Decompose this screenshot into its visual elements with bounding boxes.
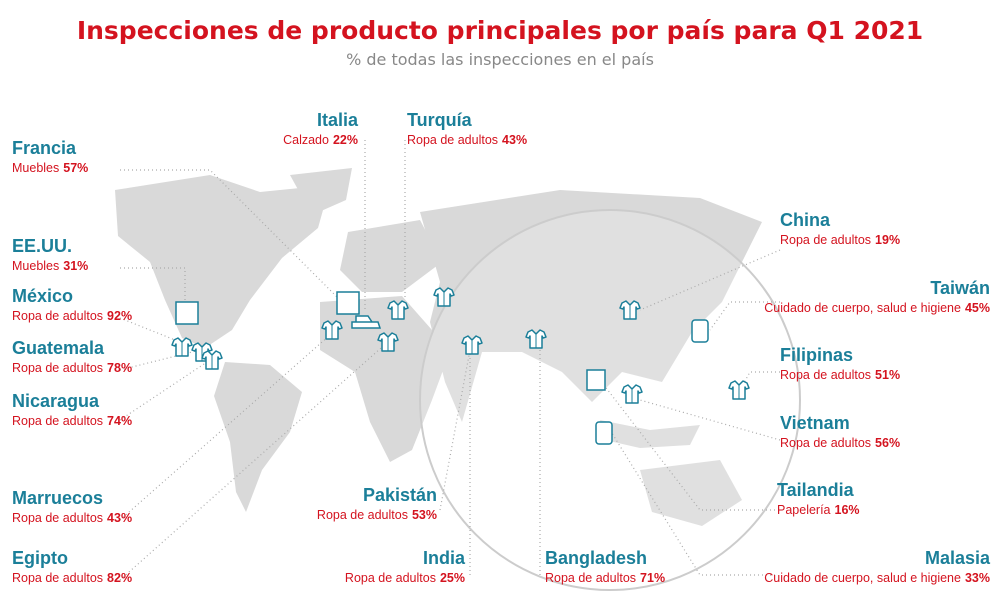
country-name: Guatemala <box>12 338 105 358</box>
percentage: 31% <box>63 259 89 273</box>
product-category: Ropa de adultos <box>12 571 104 585</box>
inspection-line: Ropa de adultos 43% <box>12 511 132 525</box>
inspection-line: Cuidado de cuerpo, salud e higiene 33% <box>764 571 990 585</box>
country-name: Francia <box>12 138 77 158</box>
country-name: Italia <box>316 110 358 130</box>
percentage: 16% <box>834 503 860 517</box>
percentage: 19% <box>875 233 901 247</box>
country-name: Malasia <box>924 548 990 568</box>
inspection-line: Ropa de adultos 74% <box>12 414 132 428</box>
inspection-line: Papelería 16% <box>777 503 860 517</box>
inspection-line: Ropa de adultos 82% <box>12 571 132 585</box>
inspection-line: Ropa de adultos 71% <box>545 571 665 585</box>
inspection-line: Ropa de adultos 92% <box>12 309 132 323</box>
percentage: 56% <box>875 436 901 450</box>
country-label: China Ropa de adultos 19% <box>780 210 900 247</box>
country-name: Bangladesh <box>545 548 648 568</box>
product-category: Ropa de adultos <box>12 414 104 428</box>
percentage: 78% <box>107 361 133 375</box>
inspection-line: Ropa de adultos 43% <box>407 133 527 147</box>
country-label: Taiwán Cuidado de cuerpo, salud e higiene… <box>764 278 990 315</box>
percentage: 71% <box>640 571 666 585</box>
subtitle: % de todas las inspecciones en el país <box>346 50 654 69</box>
percentage: 92% <box>107 309 133 323</box>
country-label: Egipto Ropa de adultos 82% <box>12 548 132 585</box>
product-category: Ropa de adultos <box>780 436 872 450</box>
product-category: Muebles <box>12 259 60 273</box>
product-category: Ropa de adultos <box>12 361 104 375</box>
country-name: Egipto <box>12 548 68 568</box>
inspection-line: Cuidado de cuerpo, salud e higiene 45% <box>764 301 990 315</box>
country-name: Filipinas <box>780 345 854 365</box>
inspection-line: Ropa de adultos 53% <box>317 508 437 522</box>
percentage: 45% <box>964 301 990 315</box>
icons <box>171 287 750 445</box>
country-label: México Ropa de adultos 92% <box>12 286 132 323</box>
country-name: Nicaragua <box>12 391 100 411</box>
inspection-line: Ropa de adultos 78% <box>12 361 132 375</box>
product-category: Muebles <box>12 161 60 175</box>
percentage: 22% <box>332 133 358 147</box>
country-label: EE.UU. Muebles 31% <box>12 236 88 273</box>
leader-lines <box>119 140 781 581</box>
country-label: Italia Calzado 22% <box>283 110 358 147</box>
country-name: Pakistán <box>362 485 437 505</box>
product-category: Ropa de adultos <box>407 133 499 147</box>
percentage: 74% <box>107 414 133 428</box>
product-category: Papelería <box>777 503 831 517</box>
product-category: Ropa de adultos <box>344 571 436 585</box>
product-category: Ropa de adultos <box>780 233 872 247</box>
percentage: 25% <box>439 571 465 585</box>
country-label: Francia Muebles 57% <box>12 138 88 175</box>
country-label: Turquía Ropa de adultos 43% <box>407 110 527 147</box>
country-label: Nicaragua Ropa de adultos 74% <box>12 391 132 428</box>
country-name: Taiwán <box>930 278 990 298</box>
country-label: Filipinas Ropa de adultos 51% <box>780 345 900 382</box>
percentage: 43% <box>107 511 133 525</box>
product-category: Ropa de adultos <box>12 309 104 323</box>
percentage: 43% <box>502 133 528 147</box>
inspection-line: Ropa de adultos 19% <box>780 233 900 247</box>
country-label: Tailandia Papelería 16% <box>777 480 860 517</box>
country-label: Guatemala Ropa de adultos 78% <box>12 338 132 375</box>
country-name: Vietnam <box>780 413 850 433</box>
country-label: Malasia Cuidado de cuerpo, salud e higien… <box>764 548 990 585</box>
country-label: Vietnam Ropa de adultos 56% <box>780 413 900 450</box>
country-name: China <box>780 210 831 230</box>
globe-outline <box>419 209 801 591</box>
product-category: Cuidado de cuerpo, salud e higiene <box>764 571 961 585</box>
percentage: 82% <box>107 571 133 585</box>
country-name: Marruecos <box>12 488 104 508</box>
inspection-line: Muebles 57% <box>12 161 88 175</box>
inspection-line: Calzado 22% <box>283 133 358 147</box>
country-label: Marruecos Ropa de adultos 43% <box>12 488 132 525</box>
product-category: Cuidado de cuerpo, salud e higiene <box>764 301 961 315</box>
product-category: Ropa de adultos <box>12 511 104 525</box>
product-category: Ropa de adultos <box>545 571 637 585</box>
percentage: 53% <box>411 508 437 522</box>
country-label: Bangladesh Ropa de adultos 71% <box>545 548 665 585</box>
percentage: 57% <box>63 161 89 175</box>
country-name: Tailandia <box>777 480 854 500</box>
percentage: 51% <box>875 368 901 382</box>
continents <box>115 168 762 526</box>
product-category: Ropa de adultos <box>780 368 872 382</box>
product-category: Calzado <box>283 133 329 147</box>
percentage: 33% <box>964 571 990 585</box>
country-label: Pakistán Ropa de adultos 53% <box>317 485 437 522</box>
country-name: México <box>12 286 74 306</box>
inspection-line: Ropa de adultos 25% <box>345 571 465 585</box>
country-name: EE.UU. <box>12 236 73 256</box>
inspection-line: Ropa de adultos 51% <box>780 368 900 382</box>
country-label: India Ropa de adultos 25% <box>345 548 465 585</box>
inspection-line: Muebles 31% <box>12 259 88 273</box>
title: Inspecciones de producto principales por… <box>76 16 924 45</box>
country-name: Turquía <box>407 110 472 130</box>
inspection-line: Ropa de adultos 56% <box>780 436 900 450</box>
product-category: Ropa de adultos <box>316 508 408 522</box>
country-name: India <box>422 548 465 568</box>
